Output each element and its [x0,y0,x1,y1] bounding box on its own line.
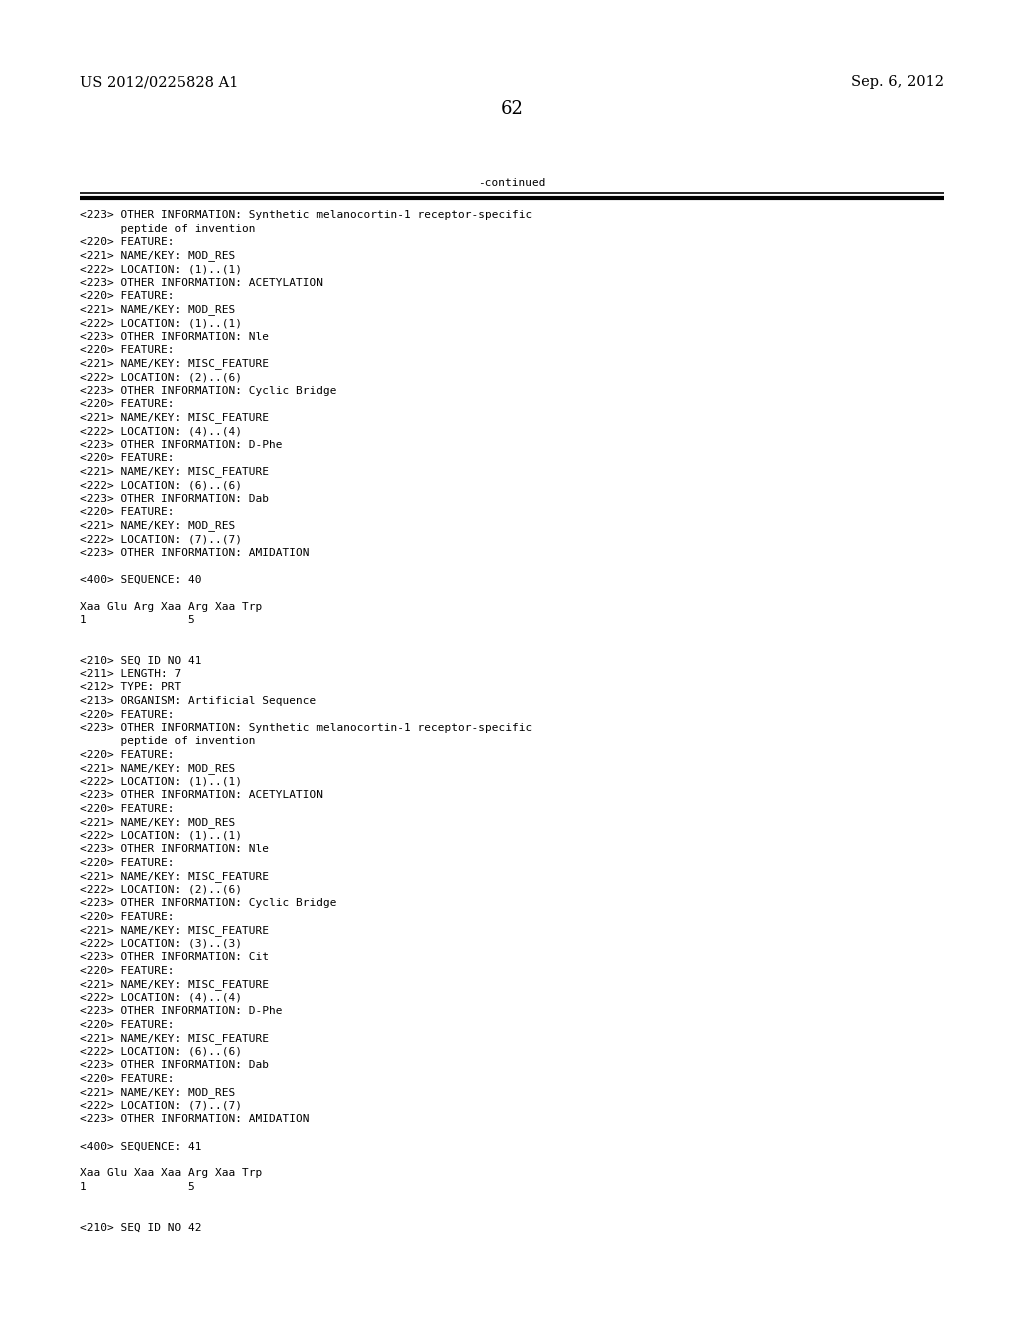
Text: <223> OTHER INFORMATION: Cyclic Bridge: <223> OTHER INFORMATION: Cyclic Bridge [80,385,337,396]
Text: <221> NAME/KEY: MISC_FEATURE: <221> NAME/KEY: MISC_FEATURE [80,925,269,936]
Text: <210> SEQ ID NO 41: <210> SEQ ID NO 41 [80,656,202,665]
Text: <400> SEQUENCE: 41: <400> SEQUENCE: 41 [80,1142,202,1151]
Text: <221> NAME/KEY: MISC_FEATURE: <221> NAME/KEY: MISC_FEATURE [80,466,269,478]
Text: <223> OTHER INFORMATION: Cyclic Bridge: <223> OTHER INFORMATION: Cyclic Bridge [80,899,337,908]
Text: <221> NAME/KEY: MISC_FEATURE: <221> NAME/KEY: MISC_FEATURE [80,979,269,990]
Text: <223> OTHER INFORMATION: D-Phe: <223> OTHER INFORMATION: D-Phe [80,440,283,450]
Text: <210> SEQ ID NO 42: <210> SEQ ID NO 42 [80,1222,202,1233]
Text: <222> LOCATION: (6)..(6): <222> LOCATION: (6)..(6) [80,1047,242,1057]
Text: <220> FEATURE:: <220> FEATURE: [80,238,174,247]
Text: <223> OTHER INFORMATION: Dab: <223> OTHER INFORMATION: Dab [80,1060,269,1071]
Text: peptide of invention: peptide of invention [80,737,256,747]
Text: <212> TYPE: PRT: <212> TYPE: PRT [80,682,181,693]
Text: <221> NAME/KEY: MOD_RES: <221> NAME/KEY: MOD_RES [80,520,236,532]
Text: <223> OTHER INFORMATION: AMIDATION: <223> OTHER INFORMATION: AMIDATION [80,548,309,557]
Text: <223> OTHER INFORMATION: Nle: <223> OTHER INFORMATION: Nle [80,845,269,854]
Text: <223> OTHER INFORMATION: Dab: <223> OTHER INFORMATION: Dab [80,494,269,503]
Text: <221> NAME/KEY: MOD_RES: <221> NAME/KEY: MOD_RES [80,251,236,261]
Text: <220> FEATURE:: <220> FEATURE: [80,804,174,814]
Text: <221> NAME/KEY: MISC_FEATURE: <221> NAME/KEY: MISC_FEATURE [80,1034,269,1044]
Text: <213> ORGANISM: Artificial Sequence: <213> ORGANISM: Artificial Sequence [80,696,316,706]
Text: <221> NAME/KEY: MOD_RES: <221> NAME/KEY: MOD_RES [80,1088,236,1098]
Text: 1               5: 1 5 [80,615,195,624]
Text: Xaa Glu Xaa Xaa Arg Xaa Trp: Xaa Glu Xaa Xaa Arg Xaa Trp [80,1168,262,1179]
Text: <223> OTHER INFORMATION: Synthetic melanocortin-1 receptor-specific: <223> OTHER INFORMATION: Synthetic melan… [80,723,532,733]
Text: <223> OTHER INFORMATION: Nle: <223> OTHER INFORMATION: Nle [80,331,269,342]
Text: <222> LOCATION: (2)..(6): <222> LOCATION: (2)..(6) [80,884,242,895]
Text: <220> FEATURE:: <220> FEATURE: [80,710,174,719]
Text: <223> OTHER INFORMATION: ACETYLATION: <223> OTHER INFORMATION: ACETYLATION [80,791,323,800]
Text: <221> NAME/KEY: MOD_RES: <221> NAME/KEY: MOD_RES [80,763,236,775]
Text: <220> FEATURE:: <220> FEATURE: [80,858,174,869]
Text: <220> FEATURE:: <220> FEATURE: [80,1074,174,1084]
Text: <222> LOCATION: (1)..(1): <222> LOCATION: (1)..(1) [80,264,242,275]
Text: <220> FEATURE:: <220> FEATURE: [80,290,174,301]
Text: 1               5: 1 5 [80,1181,195,1192]
Text: <221> NAME/KEY: MOD_RES: <221> NAME/KEY: MOD_RES [80,817,236,829]
Text: <220> FEATURE:: <220> FEATURE: [80,966,174,975]
Text: <223> OTHER INFORMATION: Synthetic melanocortin-1 receptor-specific: <223> OTHER INFORMATION: Synthetic melan… [80,210,532,220]
Text: 62: 62 [501,100,523,117]
Text: <221> NAME/KEY: MOD_RES: <221> NAME/KEY: MOD_RES [80,305,236,315]
Text: <220> FEATURE:: <220> FEATURE: [80,345,174,355]
Text: <223> OTHER INFORMATION: ACETYLATION: <223> OTHER INFORMATION: ACETYLATION [80,277,323,288]
Text: <222> LOCATION: (4)..(4): <222> LOCATION: (4)..(4) [80,993,242,1003]
Text: <222> LOCATION: (1)..(1): <222> LOCATION: (1)..(1) [80,832,242,841]
Text: <220> FEATURE:: <220> FEATURE: [80,912,174,921]
Text: <400> SEQUENCE: 40: <400> SEQUENCE: 40 [80,574,202,585]
Text: US 2012/0225828 A1: US 2012/0225828 A1 [80,75,239,88]
Text: <221> NAME/KEY: MISC_FEATURE: <221> NAME/KEY: MISC_FEATURE [80,359,269,370]
Text: <220> FEATURE:: <220> FEATURE: [80,399,174,409]
Text: <222> LOCATION: (7)..(7): <222> LOCATION: (7)..(7) [80,1101,242,1111]
Text: <220> FEATURE:: <220> FEATURE: [80,507,174,517]
Text: <211> LENGTH: 7: <211> LENGTH: 7 [80,669,181,678]
Text: Sep. 6, 2012: Sep. 6, 2012 [851,75,944,88]
Text: <222> LOCATION: (1)..(1): <222> LOCATION: (1)..(1) [80,777,242,787]
Text: <222> LOCATION: (4)..(4): <222> LOCATION: (4)..(4) [80,426,242,436]
Text: <222> LOCATION: (3)..(3): <222> LOCATION: (3)..(3) [80,939,242,949]
Text: peptide of invention: peptide of invention [80,223,256,234]
Text: Xaa Glu Arg Xaa Arg Xaa Trp: Xaa Glu Arg Xaa Arg Xaa Trp [80,602,262,611]
Text: <221> NAME/KEY: MISC_FEATURE: <221> NAME/KEY: MISC_FEATURE [80,412,269,424]
Text: <221> NAME/KEY: MISC_FEATURE: <221> NAME/KEY: MISC_FEATURE [80,871,269,882]
Text: <222> LOCATION: (7)..(7): <222> LOCATION: (7)..(7) [80,535,242,544]
Text: <220> FEATURE:: <220> FEATURE: [80,1020,174,1030]
Text: <222> LOCATION: (1)..(1): <222> LOCATION: (1)..(1) [80,318,242,327]
Text: <220> FEATURE:: <220> FEATURE: [80,750,174,760]
Text: <223> OTHER INFORMATION: AMIDATION: <223> OTHER INFORMATION: AMIDATION [80,1114,309,1125]
Text: <223> OTHER INFORMATION: D-Phe: <223> OTHER INFORMATION: D-Phe [80,1006,283,1016]
Text: <220> FEATURE:: <220> FEATURE: [80,453,174,463]
Text: <223> OTHER INFORMATION: Cit: <223> OTHER INFORMATION: Cit [80,953,269,962]
Text: <222> LOCATION: (2)..(6): <222> LOCATION: (2)..(6) [80,372,242,381]
Text: <222> LOCATION: (6)..(6): <222> LOCATION: (6)..(6) [80,480,242,490]
Text: -continued: -continued [478,178,546,187]
